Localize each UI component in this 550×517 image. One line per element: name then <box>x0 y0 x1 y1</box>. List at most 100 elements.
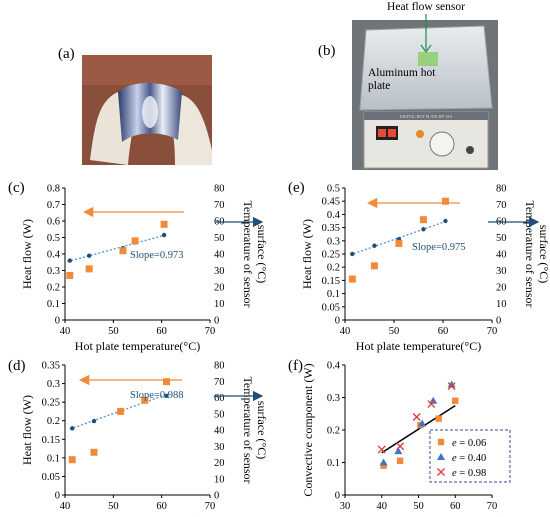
legend-label-var: e <box>452 468 457 479</box>
legend-label-var: e <box>452 453 457 464</box>
x-tick-label: 40 <box>340 326 351 337</box>
heat-flow-point <box>117 407 125 415</box>
y-tick-label: 0.3 <box>47 266 60 277</box>
y-tick-label: 0.15 <box>322 276 340 287</box>
y-tick-label: 0.05 <box>322 302 340 313</box>
y2-tick-label: 30 <box>214 266 225 277</box>
y-tick-label: 0.3 <box>327 236 340 247</box>
y2-tick-label: 70 <box>214 377 225 388</box>
y2-tick-label: 10 <box>496 299 507 310</box>
x-tick-label: 70 <box>205 326 216 337</box>
y-tick-label: 0.15 <box>42 435 60 446</box>
y-tick-label: 0.1 <box>47 299 60 310</box>
e006-point <box>380 462 387 469</box>
y2-axis-label-line2: surface (°C) <box>537 225 550 283</box>
heat-flow-point <box>419 216 427 224</box>
x-tick-label: 40 <box>377 501 388 512</box>
y-tick-label: 0.45 <box>322 197 340 208</box>
e006-point <box>435 415 442 422</box>
e098-point-b <box>377 445 386 454</box>
x-axis-label: Hot plate temperature(°C) <box>75 339 200 353</box>
y2-tick-label: 40 <box>214 426 225 437</box>
temperature-point <box>421 227 426 232</box>
y2-tick-label: 40 <box>214 250 225 261</box>
y-tick-label: 0 <box>335 491 340 502</box>
y-tick-label: 0.05 <box>42 472 60 483</box>
y2-tick-label: 80 <box>214 361 225 372</box>
y-tick-label: 0.1 <box>327 289 340 300</box>
y2-tick-label: 70 <box>496 200 507 211</box>
y-tick-label: 0 <box>55 316 60 327</box>
heat-flow-point <box>163 378 170 386</box>
y2-axis-label: Temperature of sensorsurface (°C) <box>241 200 269 307</box>
panel-label-e: (e) <box>288 180 305 196</box>
y2-tick-label: 50 <box>496 233 507 244</box>
y2-axis-label-line2: surface (°C) <box>255 401 269 459</box>
temperature-point <box>91 418 97 424</box>
x-axis-label: Temperature of sensor surface (°C) <box>334 514 503 517</box>
y2-tick-label: 20 <box>214 283 225 294</box>
chart-c: (c)40 50 60 7000.10.20.30.40.50.60.70.80102… <box>8 180 269 353</box>
y2-tick-label: 70 <box>214 200 225 211</box>
y2-axis-label: Temperature of sensorsurface (°C) <box>241 376 269 483</box>
y2-tick-label: 0 <box>214 491 219 502</box>
chart-e: (e)40 50 60 7000.050.10.150.20.250.30.350.4… <box>288 180 550 353</box>
y-tick-label: 0.2 <box>327 426 340 437</box>
control-knob <box>429 131 455 157</box>
y-tick-label: 0.8 <box>47 184 60 195</box>
legend-triangle-icon <box>437 453 445 460</box>
e040-point <box>418 419 427 427</box>
y2-tick-label: 10 <box>214 299 225 310</box>
heat-flow-point <box>370 262 378 270</box>
y2-tick-label: 0 <box>214 316 219 327</box>
heat-flow-sensor-label: Heat flow sensor <box>387 1 465 13</box>
y-tick-label: 0.1 <box>327 458 340 469</box>
temperature-point <box>164 393 169 399</box>
e040-point <box>429 396 438 404</box>
y-tick-label: 0.2 <box>47 416 60 427</box>
x-tick-label: 40 <box>60 501 71 512</box>
device-model-label: DIGITAL HOT PLATE HP-1SA <box>400 114 453 119</box>
heat-flow-point <box>68 456 76 464</box>
aluminum-hot-plate-photo <box>359 25 493 111</box>
y-tick-label: 0 <box>55 491 60 502</box>
e040-point <box>447 380 456 388</box>
heat-flow-point <box>119 247 127 255</box>
y-tick-label: 0.4 <box>327 210 341 221</box>
e098-point-b <box>427 400 436 408</box>
temperature-point <box>67 258 73 263</box>
e040-point <box>379 458 388 466</box>
x-tick-label: 70 <box>487 326 498 337</box>
y-axis-label: Heat flow (W) <box>20 219 34 289</box>
y2-tick-label: 30 <box>496 266 507 277</box>
panel-label-c: (c) <box>8 180 25 196</box>
photo-a: (a) <box>58 46 212 165</box>
y-tick-label: 0.7 <box>47 200 60 211</box>
temperature-point <box>443 218 448 224</box>
e098-point-b <box>412 413 421 421</box>
y2-tick-label: 10 <box>214 474 225 485</box>
y-tick-label: 0.35 <box>322 223 340 234</box>
temperature-point <box>350 251 355 257</box>
regression-line <box>349 219 449 256</box>
y2-axis-label: Temperature of sensorsurface (°C) <box>523 200 550 307</box>
x-tick-label: 60 <box>156 501 167 512</box>
y-tick-label: 0.2 <box>327 263 340 274</box>
x-axis-label: Hot plate temperature(°C) <box>75 514 200 517</box>
x-tick-label: 60 <box>438 326 449 337</box>
heat-flow-point <box>141 396 149 404</box>
x-tick-label: 30 <box>340 501 351 512</box>
legend-x-icon-b <box>437 468 445 476</box>
photo-b: (b) Heat flow sensor Aluminum hot plate … <box>318 1 498 170</box>
y-tick-label: 0.3 <box>327 393 340 404</box>
y2-tick-label: 60 <box>214 393 225 404</box>
legend-label-value: = 0.98 <box>457 468 487 479</box>
e040-point <box>394 447 403 455</box>
legend-label: e = 0.98 <box>452 468 486 479</box>
x-tick-label: 40 <box>60 326 71 337</box>
heat-flow-point <box>66 271 74 279</box>
y-tick-label: 0.25 <box>322 250 340 261</box>
slope-annotation: Slope=0.988 <box>130 390 183 401</box>
y2-tick-label: 20 <box>214 458 225 469</box>
